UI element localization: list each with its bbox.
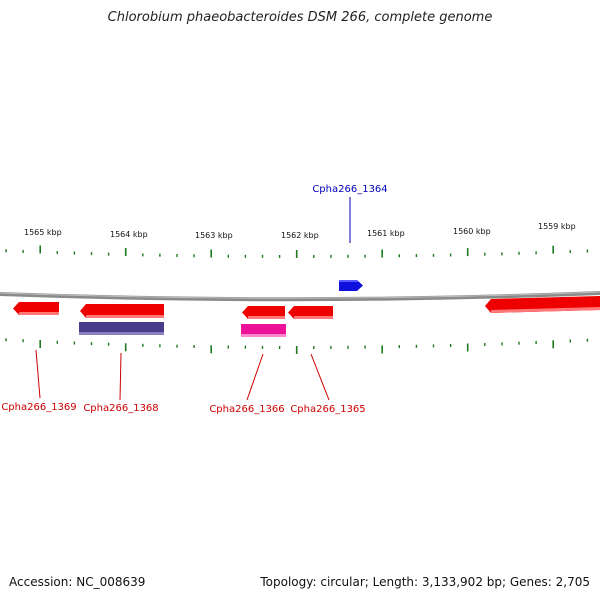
leader-line-cpha266-1365 (310, 353, 330, 401)
gene-label-cpha266-1368[interactable]: Cpha266_1368 (83, 403, 158, 414)
gene-label-cpha266-1365[interactable]: Cpha266_1365 (290, 404, 365, 415)
bottom-scale-ticks (5, 338, 589, 354)
gene-feature-cpha266-1368[interactable] (80, 304, 164, 318)
genome-backbone-highlight (0, 291, 600, 299)
accession-text: Accession: NC_008639 (9, 575, 146, 589)
leader-line-cpha266-1368 (119, 352, 122, 401)
scale-label-1559: 1559 kbp (538, 222, 576, 231)
gene-feature-cpha266-1364[interactable] (339, 280, 363, 291)
gene-feature-cpha266-1365[interactable] (288, 306, 333, 319)
scale-label-1564: 1564 kbp (110, 230, 148, 239)
gene-feature-cpha266-1368-rna[interactable] (79, 322, 164, 335)
gene-feature-cpha266-1366-rna[interactable] (241, 324, 286, 337)
scale-label-1563: 1563 kbp (195, 231, 233, 240)
gene-feature-unlabeled-right[interactable] (485, 296, 600, 313)
scale-label-1565: 1565 kbp (24, 228, 62, 237)
gene-label-cpha266-1366[interactable]: Cpha266_1366 (209, 404, 284, 415)
scale-label-1560: 1560 kbp (453, 227, 491, 236)
diagram-title: Chlorobium phaeobacteroides DSM 266, com… (107, 10, 493, 25)
top-scale-ticks (5, 245, 589, 258)
scale-label-1561: 1561 kbp (367, 229, 405, 238)
genome-summary-text: Topology: circular; Length: 3,133,902 bp… (260, 575, 590, 589)
gene-label-cpha266-1369[interactable]: Cpha266_1369 (1, 402, 76, 413)
gene-feature-cpha266-1366[interactable] (242, 306, 285, 319)
gene-feature-cpha266-1369[interactable] (13, 302, 59, 315)
genome-backbone (0, 291, 600, 302)
leader-line-cpha266-1366 (246, 353, 264, 401)
scale-label-1562: 1562 kbp (281, 231, 319, 240)
gene-label-cpha266-1364[interactable]: Cpha266_1364 (312, 184, 387, 195)
leader-line-cpha266-1369 (35, 349, 41, 399)
